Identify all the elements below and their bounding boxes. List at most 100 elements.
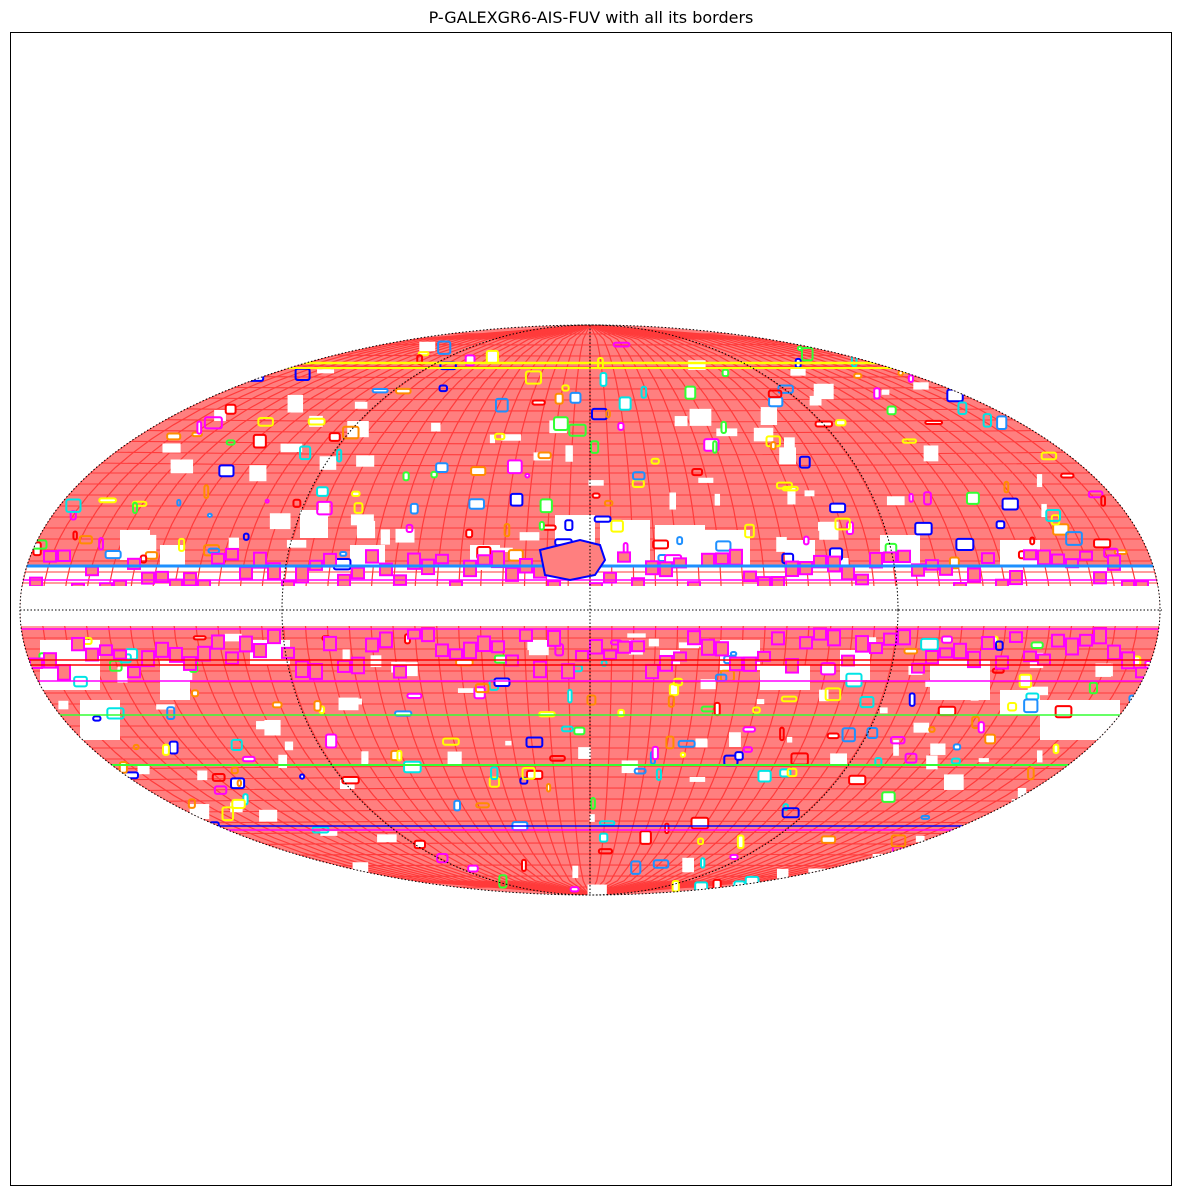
region-border: [904, 752, 918, 764]
gap-edge-border: [743, 656, 757, 672]
region-border: [569, 391, 582, 404]
gap-edge-border: [421, 627, 435, 643]
coverage-hole: [688, 360, 706, 370]
coverage-hole: [923, 844, 939, 859]
coverage-hole: [913, 382, 929, 390]
region-border: [1045, 509, 1062, 522]
region-border: [846, 339, 856, 354]
region-border: [886, 405, 897, 416]
coverage-hole: [152, 882, 171, 894]
region-border: [655, 768, 662, 782]
region-border: [241, 363, 257, 371]
region-border: [271, 860, 278, 874]
coverage-hole: [1114, 834, 1131, 849]
region-border: [1144, 756, 1158, 765]
coverage-hole: [872, 853, 884, 864]
coverage-hole: [356, 698, 362, 705]
region-border: [30, 818, 40, 832]
coverage-hole: [370, 655, 382, 668]
gap-edge-border: [155, 570, 169, 584]
region-border: [777, 384, 794, 394]
region-border: [1116, 878, 1130, 893]
region-border: [903, 647, 919, 655]
region-border: [861, 876, 872, 887]
gap-edge-border: [617, 640, 631, 654]
region-border: [597, 848, 614, 855]
region-border: [720, 420, 727, 434]
region-border: [715, 540, 732, 552]
coverage-hole: [700, 679, 716, 690]
region-border: [937, 705, 957, 717]
coverage-hole: [117, 666, 128, 683]
coverage-hole: [1053, 831, 1065, 848]
gap-edge-border: [1093, 571, 1107, 585]
gap-edge-border: [295, 660, 309, 679]
coverage-hole: [813, 383, 834, 400]
gap-edge-border: [533, 660, 547, 679]
coverage-hole: [1011, 799, 1023, 807]
region-border: [341, 776, 360, 785]
region-border: [342, 425, 360, 440]
region-border: [610, 519, 624, 533]
region-border: [187, 798, 196, 809]
coverage-hole: [1017, 787, 1027, 803]
gap-edge-border: [211, 552, 225, 565]
grid-parallel: [20, 428, 1160, 434]
region-border: [1085, 366, 1099, 379]
gap-edge-border: [855, 635, 869, 653]
gap-edge-border: [771, 631, 785, 646]
region-border: [442, 737, 460, 746]
region-border: [1078, 828, 1095, 837]
coverage-hole: [695, 738, 708, 748]
coverage-hole: [819, 689, 829, 702]
region-border: [820, 662, 837, 676]
region-border: [866, 726, 879, 739]
coverage-hole: [58, 700, 69, 710]
region-border: [490, 766, 499, 781]
gap-edge-border: [561, 663, 575, 680]
region-border: [405, 523, 414, 534]
region-border: [225, 439, 236, 446]
region-border: [436, 852, 449, 864]
region-border: [252, 433, 267, 449]
gap-edge-border: [659, 561, 673, 578]
region-border: [612, 341, 631, 348]
region-border: [560, 725, 574, 733]
region-border: [303, 868, 312, 884]
coverage-hole: [915, 835, 925, 843]
region-border: [742, 726, 757, 733]
gap-edge-border: [113, 649, 127, 660]
coverage-hole: [1127, 878, 1148, 883]
gap-edge-border: [463, 559, 477, 578]
region-border: [664, 822, 670, 835]
region-border: [920, 814, 931, 820]
region-border: [211, 773, 226, 782]
region-border: [236, 779, 242, 788]
coverage-hole: [588, 480, 604, 486]
region-border: [537, 451, 552, 460]
coverage-hole: [627, 633, 646, 638]
coverage-hole: [669, 492, 677, 510]
gap-edge-border: [897, 629, 911, 646]
coverage-hole: [317, 369, 335, 374]
region-border: [353, 502, 364, 514]
region-border: [132, 501, 138, 514]
region-border: [435, 462, 449, 474]
region-border: [531, 399, 546, 406]
region-border: [524, 370, 543, 385]
region-border: [325, 733, 338, 749]
coverage-hole: [339, 779, 355, 790]
region-border: [652, 539, 670, 550]
region-border: [770, 441, 777, 451]
coverage-hole: [354, 401, 368, 409]
region-border: [494, 432, 506, 441]
region-border: [1116, 459, 1128, 473]
region-border: [507, 549, 524, 562]
coverage-hole: [527, 639, 548, 651]
gap-edge-border: [995, 655, 1009, 670]
gap-edge-border: [785, 658, 799, 674]
region-border: [802, 535, 810, 546]
region-border: [264, 498, 270, 504]
region-border: [729, 651, 738, 657]
coverage-hole: [690, 529, 702, 534]
